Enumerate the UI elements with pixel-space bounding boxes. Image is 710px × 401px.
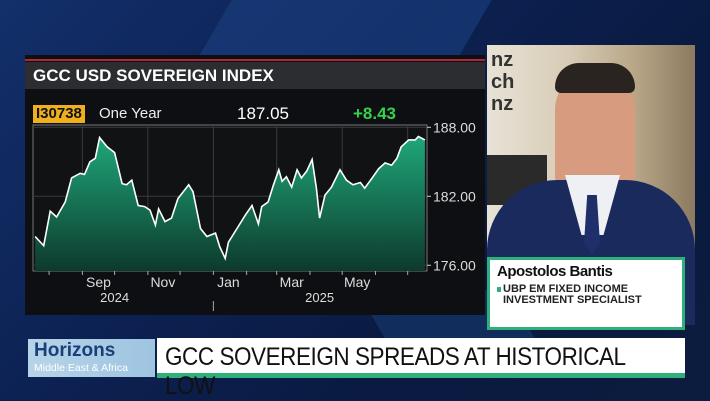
y-tick-label: 188.00 — [433, 119, 476, 135]
year-label: 2024 — [100, 290, 129, 305]
y-tick-label: 182.00 — [433, 188, 476, 204]
x-tick-label: May — [344, 274, 370, 290]
year-label: 2025 — [305, 290, 334, 305]
guest-role-line2: INVESTMENT SPECIALIST — [503, 294, 642, 306]
guest-hair — [555, 63, 635, 93]
x-tick-label: Nov — [150, 274, 175, 290]
show-brand: Horizons Middle East & Africa — [28, 339, 155, 377]
x-tick-label: Jan — [217, 274, 240, 290]
guest-name: Apostolos Bantis — [497, 263, 612, 280]
y-tick-label: 176.00 — [433, 257, 476, 273]
chart-panel: GCC USD SOVEREIGN INDEX I30738 One Year … — [25, 55, 485, 315]
headline: GCC SOVEREIGN SPREADS AT HISTORICAL LOW — [165, 343, 633, 401]
show-name: Horizons — [34, 340, 115, 362]
x-tick-label: Sep — [86, 274, 111, 290]
show-subtitle: Middle East & Africa — [34, 362, 128, 374]
index-chart: 188.00 182.00 176.00 Sep Nov Jan Mar May 2024 202… — [25, 55, 485, 315]
x-tick-label: Mar — [280, 274, 304, 290]
headline-bar: GCC SOVEREIGN SPREADS AT HISTORICAL LOW — [157, 338, 685, 378]
